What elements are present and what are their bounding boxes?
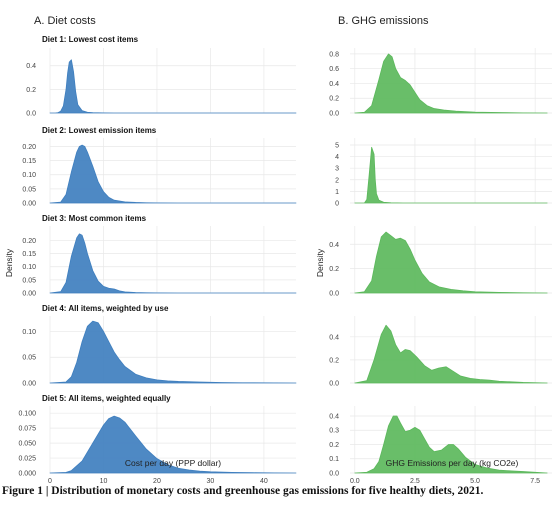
- emissions-x-axis-label: GHG Emissions per day (kg CO2e): [386, 458, 519, 468]
- cost-x-tick-label: 0: [48, 478, 52, 485]
- emissions-panel-2-y-tick-label: 1: [335, 189, 339, 196]
- cost-panel-3-density-area: [49, 233, 297, 294]
- emissions-column-title: B. GHG emissions: [338, 15, 429, 27]
- cost-panel-3-title: Diet 3: Most common items: [42, 214, 147, 223]
- emissions-panel-1-y-tick-label: 0.2: [329, 96, 339, 103]
- emissions-panel-4: 0.0 0.2 0.4: [329, 316, 552, 388]
- cost-x-tick-label: 40: [260, 478, 268, 485]
- emissions-panel-3-y-tick-label: 0.0: [329, 291, 339, 298]
- emissions-panel-5-density-area: [354, 415, 548, 474]
- cost-panel-4-title: Diet 4: All items, weighted by use: [42, 304, 169, 313]
- cost-panel-5-y-tick-label: 0.025: [18, 456, 36, 463]
- emissions-panel-3-y-tick-label: 0.4: [329, 242, 339, 249]
- emissions-x-tick-label: 2.5: [410, 478, 420, 485]
- cost-panel-4-y-tick-label: 0.05: [22, 355, 36, 362]
- emissions-panel-2-y-tick-label: 5: [335, 142, 339, 149]
- cost-panel-3-y-tick-label: 0.00: [22, 291, 36, 298]
- cost-panel-2-y-tick-label: 0.10: [22, 172, 36, 179]
- cost-panel-5-y-tick-label: 0.100: [18, 411, 36, 418]
- cost-panel-5-title: Diet 5: All items, weighted equally: [42, 394, 171, 403]
- emissions-panel-1: 0.0 0.2 0.4 0.6 0.8: [329, 48, 552, 118]
- emissions-panel-2-density-area: [354, 146, 548, 204]
- cost-panel-4-density-area: [49, 320, 297, 384]
- figure-caption: Figure 1 | Distribution of monetary cost…: [2, 485, 484, 497]
- cost-panel-3-y-tick-label: 0.05: [22, 277, 36, 284]
- emissions-panel-1-y-tick-label: 0.4: [329, 81, 339, 88]
- emissions-panel-1-y-tick-label: 0.0: [329, 111, 339, 118]
- cost-panel-5-y-tick-label: 0.050: [18, 441, 36, 448]
- cost-x-axis-label: Cost per day (PPP dollar): [125, 458, 221, 468]
- cost-panel-2-title: Diet 2: Lowest emission items: [42, 126, 157, 135]
- emissions-panel-2-y-tick-label: 0: [335, 201, 339, 208]
- cost-x-tick-label: 20: [153, 478, 161, 485]
- emissions-panel-1-y-tick-label: 0.8: [329, 51, 339, 58]
- emissions-x-tick-label: 0.0: [350, 478, 360, 485]
- cost-panel-2: 0.00 0.05 0.10 0.15 0.20 Diet 2: Lowest emiss…: [22, 126, 297, 208]
- cost-panel-1-y-tick-label: 0.0: [26, 111, 36, 118]
- cost-panel-1-density-area: [49, 59, 297, 114]
- cost-panel-5: 0.000 0.025 0.050 0.075 0.100 Diet 5: All ite…: [18, 394, 297, 478]
- cost-panel-2-y-tick-label: 0.05: [22, 186, 36, 193]
- emissions-panel-5: 0.0 0.1 0.2 0.3 0.4: [329, 406, 552, 478]
- cost-x-tick-label: 10: [100, 478, 108, 485]
- ghg-emissions-column: 0.00.20.40.60.80123450.00.20.40.00.20.40…: [329, 48, 552, 485]
- emissions-panel-4-y-tick-label: 0.2: [329, 357, 339, 364]
- emissions-panel-1-density-area: [354, 53, 548, 114]
- cost-panel-2-y-tick-label: 0.00: [22, 201, 36, 208]
- cost-panel-1: 0.0 0.2 0.4 Diet 1: Lowest cost items: [26, 35, 297, 118]
- cost-panel-2-y-tick-label: 0.15: [22, 158, 36, 165]
- cost-panel-3: 0.00 0.05 0.10 0.15 0.20 Diet 3: Most common …: [22, 214, 297, 298]
- cost-panel-3-y-tick-label: 0.20: [22, 238, 36, 245]
- emissions-panel-5-y-tick-label: 0.4: [329, 413, 339, 420]
- emissions-panel-5-y-tick-label: 0.0: [329, 471, 339, 478]
- cost-panel-5-density-area: [49, 415, 297, 474]
- cost-x-tick-label: 30: [207, 478, 215, 485]
- emissions-panel-5-y-tick-label: 0.2: [329, 442, 339, 449]
- cost-panel-5-y-tick-label: 0.000: [18, 471, 36, 478]
- cost-panel-1-title: Diet 1: Lowest cost items: [42, 35, 139, 44]
- emissions-panel-2: 0 1 2 3 4 5: [335, 138, 552, 208]
- emissions-panel-5-y-tick-label: 0.1: [329, 456, 339, 463]
- cost-panel-5-y-tick-label: 0.075: [18, 426, 36, 433]
- emissions-y-axis-label: Density: [315, 248, 325, 277]
- emissions-panel-1-y-tick-label: 0.6: [329, 66, 339, 73]
- cost-column-title: A. Diet costs: [34, 15, 96, 27]
- emissions-panel-3-y-tick-label: 0.2: [329, 266, 339, 273]
- cost-panel-4: 0.00 0.05 0.10 Diet 4: All items, weighted …: [22, 304, 297, 388]
- cost-panel-3-y-tick-label: 0.10: [22, 264, 36, 271]
- emissions-panel-2-y-tick-label: 2: [335, 177, 339, 184]
- emissions-x-tick-label: 5.0: [470, 478, 480, 485]
- emissions-panel-5-y-tick-label: 0.3: [329, 428, 339, 435]
- cost-panel-2-y-tick-label: 0.20: [22, 144, 36, 151]
- emissions-panel-3-density-area: [354, 231, 548, 294]
- cost-panel-3-y-tick-label: 0.15: [22, 251, 36, 258]
- emissions-panel-2-y-tick-label: 3: [335, 166, 339, 173]
- cost-panel-4-y-tick-label: 0.00: [22, 381, 36, 388]
- cost-panel-2-density-area: [49, 144, 297, 204]
- cost-y-axis-label: Density: [4, 248, 14, 277]
- cost-panel-1-y-tick-label: 0.2: [26, 87, 36, 94]
- emissions-x-tick-label: 7.5: [530, 478, 540, 485]
- emissions-panel-3: 0.0 0.2 0.4: [329, 226, 552, 298]
- emissions-panel-4-density-area: [354, 324, 548, 384]
- emissions-panel-4-y-tick-label: 0.4: [329, 334, 339, 341]
- emissions-panel-4-y-tick-label: 0.0: [329, 381, 339, 388]
- cost-panel-1-y-tick-label: 0.4: [26, 63, 36, 70]
- emissions-panel-2-y-tick-label: 4: [335, 154, 339, 161]
- cost-panel-4-y-tick-label: 0.10: [22, 329, 36, 336]
